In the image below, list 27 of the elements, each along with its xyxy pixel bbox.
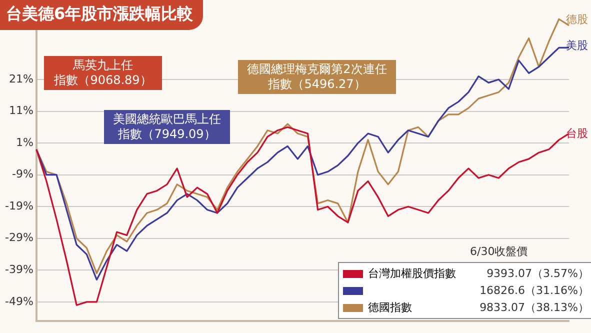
legend-label: 德國指數: [368, 300, 413, 315]
annotation: 馬英九上任: [72, 58, 134, 73]
chart-title: 台美德6年股市漲跌幅比較: [0, 0, 204, 30]
annotation: 9393.07（3.57%）: [486, 266, 589, 281]
y-tick-label: 1%: [16, 136, 34, 149]
y-tick-label: -49%: [4, 294, 34, 308]
y-tick-label: -29%: [4, 231, 34, 244]
annotation: 指數（7949.09）: [117, 127, 217, 142]
annotation: 美股: [566, 38, 588, 53]
annotation: 指數（5496.27）: [267, 77, 367, 92]
legend-label: 台灣加權股價指數: [368, 266, 457, 281]
y-tick-label: 11%: [8, 104, 34, 118]
y-tick-label: -39%: [4, 263, 34, 276]
y-tick-label: -9%: [12, 168, 34, 181]
annotation: 台股: [566, 126, 588, 141]
callout-box: 德國總理梅克爾第2次連任 指數（5496.27）: [238, 60, 396, 94]
annotation: 16826.6（31.16%）: [480, 283, 589, 298]
annotation: 9833.07（38.13%）: [480, 300, 589, 315]
annotation: 德股: [566, 12, 588, 27]
y-tick-label: 21%: [8, 72, 34, 86]
annotation: 德國總理梅克爾第2次連任: [246, 62, 388, 77]
annotation: 6/30收盤價: [470, 244, 528, 259]
callout-box: 馬英九上任 指數（9068.89）: [44, 56, 162, 90]
annotation: 指數（9068.89）: [53, 73, 153, 88]
callout-box: 美國總統歐巴馬上任 指數（7949.09）: [104, 110, 230, 144]
annotation: 美國總統歐巴馬上任: [112, 112, 222, 127]
y-tick-label: -19%: [4, 199, 34, 212]
